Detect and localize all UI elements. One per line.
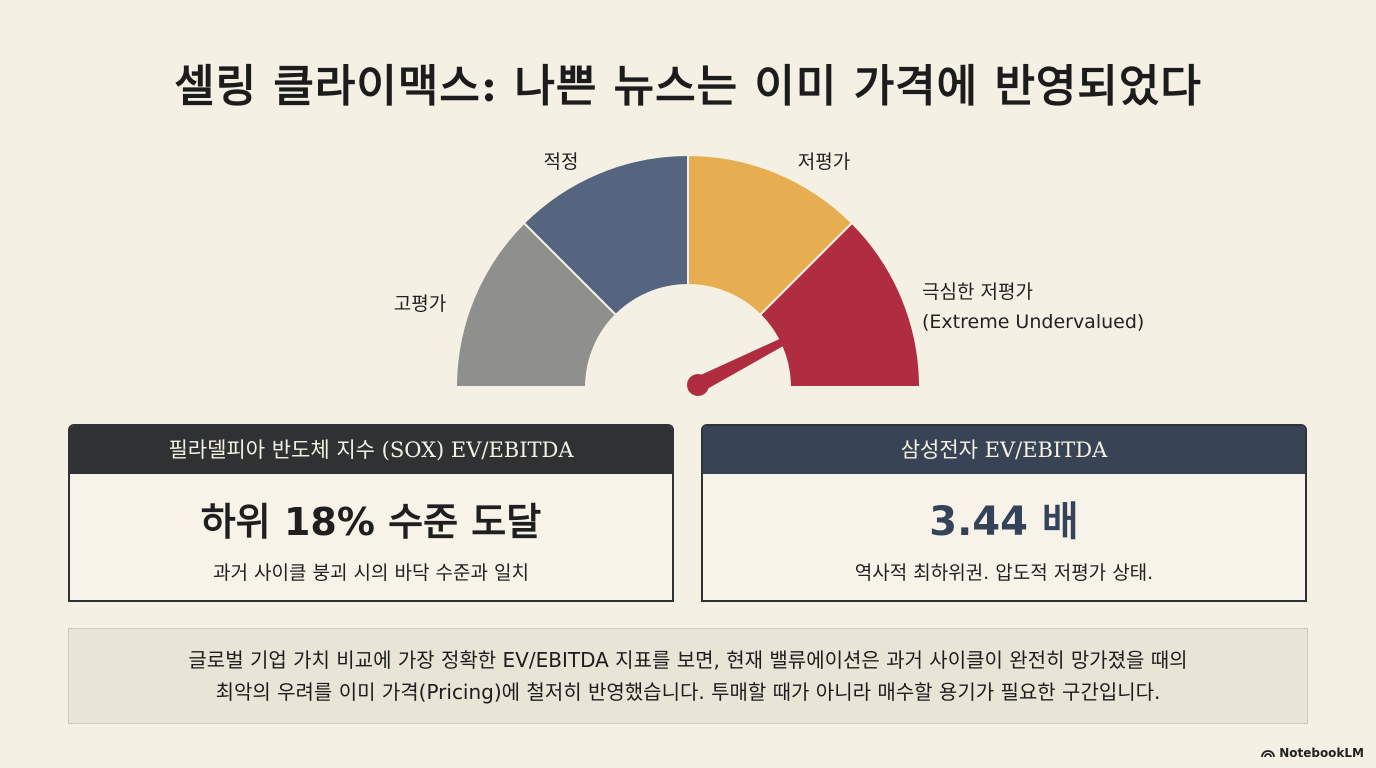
page-title: 셀링 클라이맥스: 나쁜 뉴스는 이미 가격에 반영되었다 — [174, 61, 1202, 112]
gauge-label-extreme-undervalued: 극심한 저평가 — [922, 281, 1033, 303]
summary-line-2: 최악의 우려를 이미 가격(Pricing)에 철저히 반영했습니다. 투매할 … — [215, 680, 1161, 704]
samsung-card-caption: 역사적 최하위권. 압도적 저평가 상태. — [854, 562, 1154, 584]
gauge-label-overvalued: 고평가 — [394, 293, 446, 315]
gauge-segment-extreme-undervalued — [758, 221, 922, 388]
summary-note: 글로벌 기업 가치 비교에 가장 정확한 EV/EBITDA 지표를 보면, 현… — [68, 628, 1308, 724]
samsung-card-value: 3.44 배 — [929, 499, 1079, 545]
sox-card-header: 필라델피아 반도체 지수 (SOX) EV/EBITDA — [70, 426, 672, 474]
gauge-label-extreme-undervalued-en: (Extreme Undervalued) — [922, 311, 1144, 333]
samsung-card-header: 삼성전자 EV/EBITDA — [703, 426, 1305, 474]
sox-card: 필라델피아 반도체 지수 (SOX) EV/EBITDA 하위 18% 수준 도… — [68, 424, 674, 602]
brand-logo: NotebookLM — [1261, 746, 1364, 760]
valuation-gauge: 고평가 적정 저평가 극심한 저평가 (Extreme Undervalued) — [394, 151, 1144, 396]
gauge-segment-overvalued — [454, 221, 618, 388]
gauge-needle-hub — [687, 374, 709, 396]
gauge-segment-fair — [522, 153, 689, 317]
sox-card-value: 하위 18% 수준 도달 — [200, 500, 542, 544]
summary-line-1: 글로벌 기업 가치 비교에 가장 정확한 EV/EBITDA 지표를 보면, 현… — [188, 648, 1188, 672]
samsung-card: 삼성전자 EV/EBITDA 3.44 배 역사적 최하위권. 압도적 저평가 … — [701, 424, 1307, 602]
gauge-label-undervalued: 저평가 — [798, 151, 850, 173]
gauge-segment-undervalued — [687, 153, 854, 317]
notebooklm-icon — [1261, 750, 1276, 758]
gauge-needle — [694, 301, 863, 393]
brand-name: NotebookLM — [1279, 746, 1364, 760]
sox-card-caption: 과거 사이클 붕괴 시의 바닥 수준과 일치 — [213, 562, 529, 584]
gauge-label-fair: 적정 — [544, 151, 579, 173]
